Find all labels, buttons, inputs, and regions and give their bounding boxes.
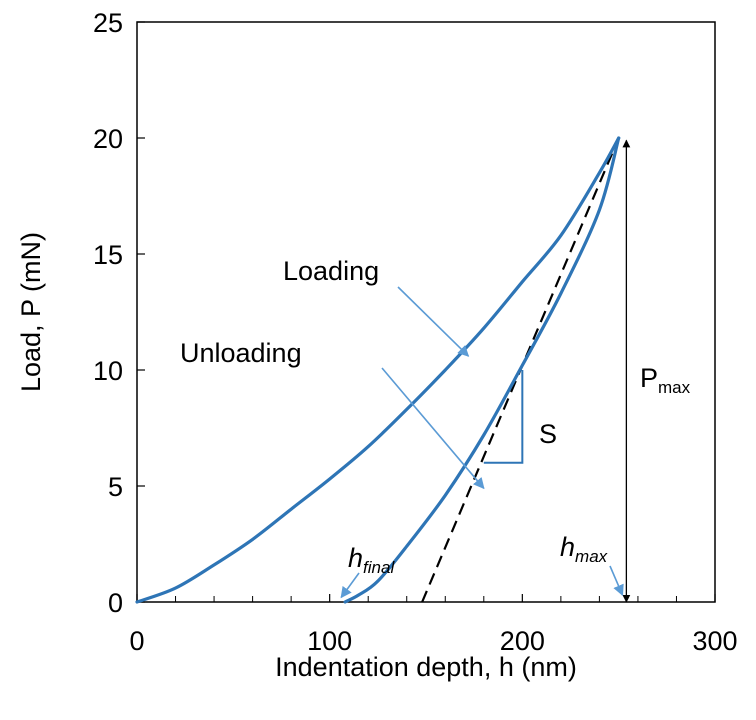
y-tick-label: 0 — [108, 588, 123, 618]
series-layer — [135, 136, 621, 604]
hmax-main: h — [560, 532, 575, 562]
hfinal-label: hfinal — [348, 543, 395, 577]
hfinal-main: h — [348, 543, 363, 573]
x-tick-label: 100 — [307, 626, 352, 656]
y-tick-label: 10 — [93, 356, 123, 386]
loading-curve — [135, 136, 621, 604]
annotation-layer — [340, 139, 631, 603]
hmax-pointer-arrow — [609, 565, 624, 597]
pmax-sub: max — [658, 378, 691, 397]
unloading-label: Unloading — [180, 338, 302, 368]
stiffness-triangle — [483, 370, 524, 464]
plot-frame — [136, 21, 716, 603]
y-axis-title: Load, P (mN) — [16, 232, 46, 392]
tick-marks — [136, 21, 716, 603]
loading-label: Loading — [283, 256, 379, 286]
hfinal-pointer-arrow — [340, 572, 360, 599]
loading-pointer-arrow — [397, 286, 470, 357]
stiffness-label: S — [539, 419, 557, 449]
x-tick-label: 200 — [500, 626, 545, 656]
x-axis-title: Indentation depth, h (nm) — [275, 652, 577, 682]
y-tick-label: 5 — [108, 472, 123, 502]
y-tick-label: 25 — [93, 8, 123, 38]
unloading-curve — [343, 136, 621, 604]
unloading-pointer-arrow — [381, 367, 485, 490]
tick-labels: 0 100 200 300 0 5 10 15 20 25 — [93, 8, 738, 656]
y-tick-label: 15 — [93, 240, 123, 270]
y-tick-label: 20 — [93, 124, 123, 154]
x-tick-label: 300 — [692, 626, 737, 656]
hmax-label: hmax — [560, 532, 608, 566]
hmax-sub: max — [575, 547, 608, 566]
hfinal-sub: final — [363, 558, 395, 577]
pmax-main: P — [640, 363, 658, 393]
pmax-label: Pmax — [640, 363, 691, 397]
x-tick-label: 0 — [129, 626, 144, 656]
